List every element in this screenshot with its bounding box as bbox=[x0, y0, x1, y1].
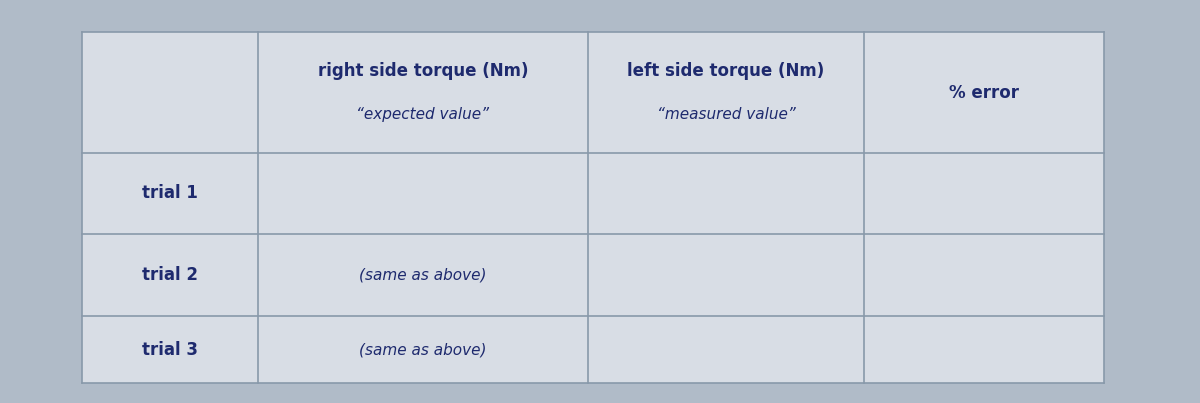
Text: right side torque (Nm): right side torque (Nm) bbox=[318, 62, 528, 79]
Text: (same as above): (same as above) bbox=[359, 268, 487, 283]
Text: % error: % error bbox=[949, 84, 1019, 102]
Text: “expected value”: “expected value” bbox=[356, 107, 490, 123]
Text: “measured value”: “measured value” bbox=[656, 107, 796, 123]
Text: trial 3: trial 3 bbox=[142, 341, 198, 359]
Text: (same as above): (same as above) bbox=[359, 342, 487, 357]
Text: trial 2: trial 2 bbox=[142, 266, 198, 284]
Bar bbox=[82, 32, 1104, 383]
Text: left side torque (Nm): left side torque (Nm) bbox=[628, 62, 824, 79]
Text: trial 1: trial 1 bbox=[142, 185, 198, 202]
